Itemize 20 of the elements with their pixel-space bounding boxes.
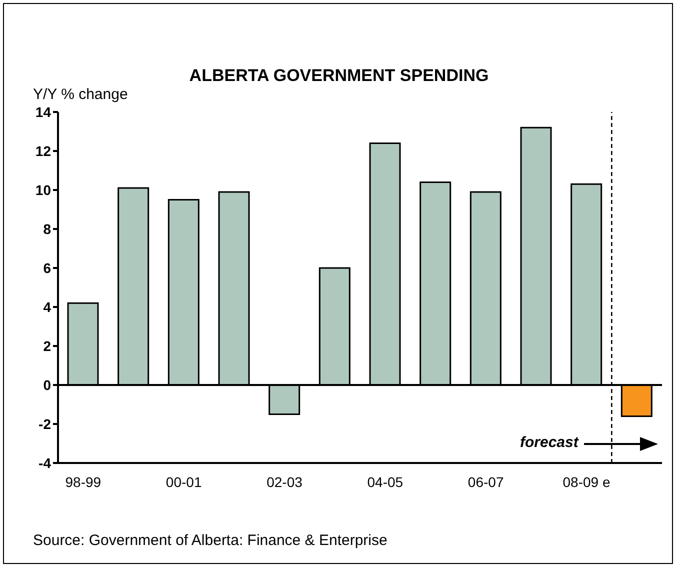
y-tick-label: 0 — [43, 376, 52, 393]
y-tick-label: -2 — [38, 416, 52, 432]
y-tick-label: 6 — [43, 260, 52, 276]
y-tick-label: 10 — [35, 182, 52, 198]
x-tick-label: 02-03 — [266, 474, 303, 490]
x-tick-label: 00-01 — [166, 474, 202, 490]
y-tick-label: 4 — [43, 298, 52, 315]
y-tick-label: 2 — [43, 338, 52, 354]
y-tick-label: -4 — [38, 454, 52, 471]
y-axis-title: Y/Y % change — [33, 86, 128, 103]
y-tick-label: 14 — [35, 104, 52, 120]
x-tick-label: 06-07 — [468, 474, 504, 490]
chart-title: ALBERTA GOVERNMENT SPENDING — [188, 66, 490, 86]
y-tick-label: 12 — [35, 142, 52, 159]
x-tick-label: 04-05 — [367, 474, 404, 490]
source-note: Source: Government of Alberta: Finance & Enterprise — [33, 532, 388, 549]
x-tick-label: 08-09 e — [562, 474, 610, 490]
x-tick-label: 98-99 — [65, 474, 102, 490]
y-tick-label: 8 — [43, 220, 52, 237]
annotation: forecast — [520, 434, 578, 451]
